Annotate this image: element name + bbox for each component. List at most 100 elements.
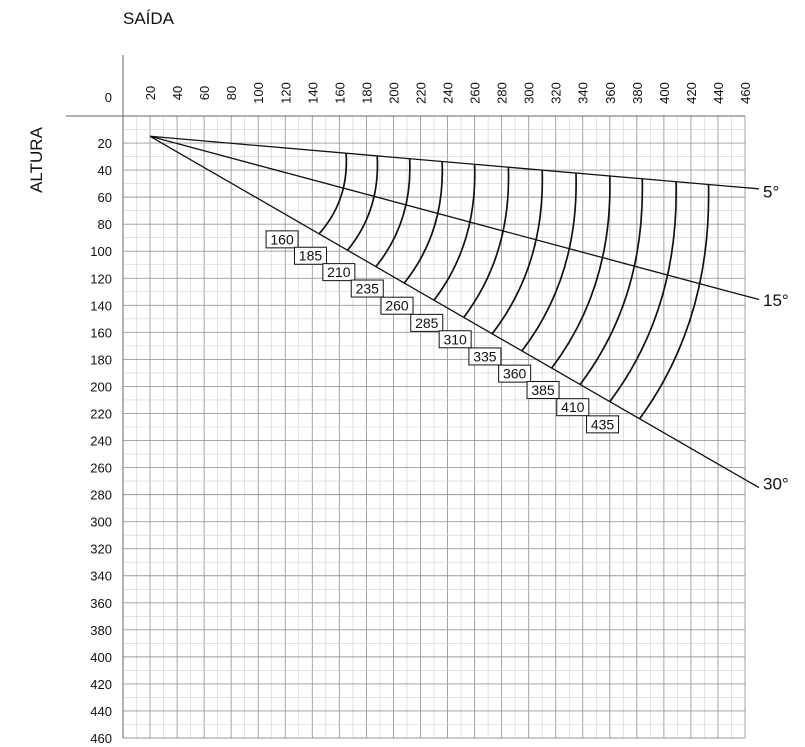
x-tick-label: 360 — [603, 82, 618, 104]
angle-line-tail — [732, 472, 760, 489]
throw-label-box — [380, 296, 414, 315]
x-tick-label: 260 — [468, 82, 483, 104]
y-tick-label: 320 — [90, 542, 112, 557]
throw-label-box — [265, 230, 299, 249]
throw-label: 185 — [299, 248, 323, 264]
angle-line — [149, 135, 734, 188]
throw-label-box — [586, 415, 620, 434]
throw-label-box — [293, 246, 327, 265]
y-tick-label: 280 — [90, 488, 112, 503]
y-tick-label: 140 — [90, 298, 112, 313]
tick-labels: 20 40 60 80 100 120 140 160 180 200 220 240 260 280 30… — [90, 82, 753, 746]
angle-line — [149, 135, 734, 294]
throw-curve — [318, 153, 348, 235]
x-tick-label: 380 — [630, 82, 645, 104]
x-tick-label: 100 — [251, 82, 266, 104]
angle-line — [149, 135, 734, 474]
throw-label-box — [410, 313, 444, 332]
angle-line-tail — [732, 291, 760, 301]
x-tick-label: 420 — [684, 82, 699, 104]
y-tick-label: 340 — [90, 569, 112, 584]
throw-label-box — [350, 279, 384, 298]
throw-label-box — [526, 381, 560, 400]
y-tick-label: 220 — [90, 406, 112, 421]
x-tick-label: 220 — [413, 82, 428, 104]
throw-curve — [463, 167, 510, 318]
x-tick-label: 460 — [738, 82, 753, 104]
angle-label: 30° — [763, 475, 789, 494]
throw-label: 360 — [503, 366, 527, 382]
angle-label: 5° — [763, 183, 779, 202]
x-tick-label: 320 — [549, 82, 564, 104]
throw-curve — [609, 181, 677, 403]
angle-label: 15° — [763, 291, 789, 310]
x-tick-label: 300 — [522, 82, 537, 104]
angle-line-tail — [732, 185, 760, 190]
x-tick-label: 400 — [657, 82, 672, 104]
throw-curve — [491, 170, 544, 335]
y-tick-label: 420 — [90, 677, 112, 692]
throw-label: 160 — [270, 231, 294, 247]
x-tick-label: 80 — [224, 86, 239, 100]
x-tick-label: 180 — [359, 82, 374, 104]
throw-curves — [318, 153, 710, 420]
throw-label-box — [556, 398, 590, 417]
y-tick-label: 80 — [98, 217, 112, 232]
origin-label: 0 — [105, 90, 112, 105]
throw-label: 210 — [327, 264, 351, 280]
angle-lines: 5° 15° 30° — [149, 135, 789, 494]
x-tick-label: 440 — [711, 82, 726, 104]
y-tick-label: 40 — [98, 163, 112, 178]
x-tick-label: 140 — [305, 82, 320, 104]
y-tick-label: 180 — [90, 352, 112, 367]
throw-label: 385 — [531, 382, 555, 398]
y-tick-label: 360 — [90, 596, 112, 611]
throw-label: 435 — [591, 416, 615, 432]
throw-curve — [403, 161, 444, 284]
throw-label: 260 — [385, 298, 409, 314]
throw-curve — [521, 173, 577, 352]
y-tick-label: 200 — [90, 379, 112, 394]
throw-label-box — [438, 330, 472, 349]
x-tick-label: 340 — [576, 82, 591, 104]
x-tick-label: 20 — [143, 86, 158, 100]
y-tick-label: 260 — [90, 461, 112, 476]
throw-label: 335 — [473, 348, 497, 364]
y-tick-label: 160 — [90, 325, 112, 340]
x-tick-label: 280 — [495, 82, 510, 104]
throw-label-box — [322, 263, 356, 282]
y-tick-label: 400 — [90, 650, 112, 665]
y-tick-label: 20 — [98, 136, 112, 151]
throw-curve — [433, 164, 476, 301]
y-tick-label: 60 — [98, 190, 112, 205]
y-tick-label: 100 — [90, 244, 112, 259]
x-tick-label: 200 — [386, 82, 401, 104]
y-tick-label: 380 — [90, 623, 112, 638]
grid — [66, 55, 746, 739]
y-tick-label: 300 — [90, 515, 112, 530]
throw-label: 310 — [443, 331, 467, 347]
x-tick-label: 240 — [441, 82, 456, 104]
x-tick-label: 160 — [332, 82, 347, 104]
y-tick-label: 440 — [90, 704, 112, 719]
throw-curve — [550, 175, 611, 369]
x-axis-title: SAÍDA — [123, 9, 175, 28]
y-tick-label: 240 — [90, 434, 112, 449]
throw-label: 285 — [415, 315, 439, 331]
throw-label: 235 — [356, 281, 380, 297]
throw-label-box — [468, 347, 502, 366]
y-tick-label: 460 — [90, 731, 112, 746]
y-tick-label: 120 — [90, 271, 112, 286]
throw-curve — [375, 158, 411, 268]
x-tick-label: 120 — [278, 82, 293, 104]
throw-curve — [579, 178, 644, 386]
throw-curve — [346, 155, 379, 251]
x-tick-label: 40 — [170, 86, 185, 100]
y-axis-title: ALTURA — [27, 126, 46, 192]
throw-curve — [638, 184, 710, 420]
throw-label-box — [498, 364, 532, 383]
x-tick-label: 60 — [197, 86, 212, 100]
throw-label: 410 — [561, 399, 585, 415]
